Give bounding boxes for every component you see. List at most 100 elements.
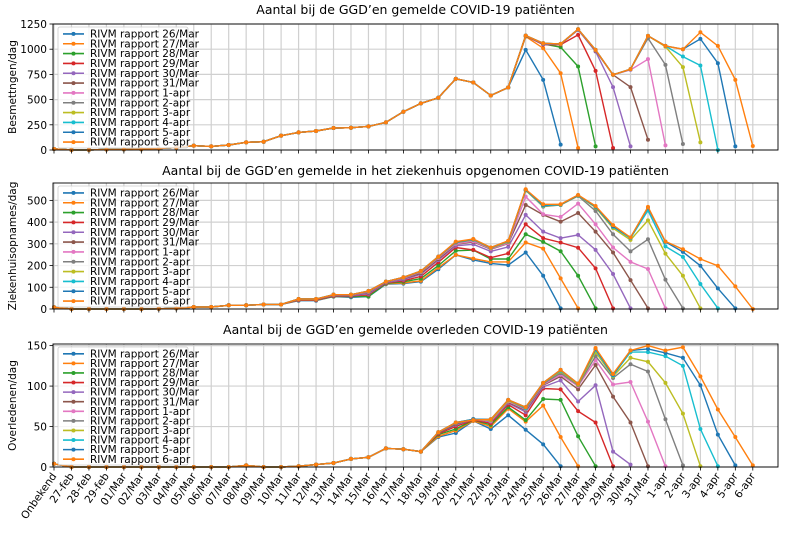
data-point xyxy=(645,204,650,209)
data-point xyxy=(331,126,336,131)
data-point xyxy=(628,355,633,360)
data-point xyxy=(558,397,563,402)
legend-marker xyxy=(71,240,76,245)
legend-label: RIVM rapport 30/Mar xyxy=(90,227,200,239)
legend-marker xyxy=(71,51,76,56)
data-point xyxy=(698,140,703,145)
data-point xyxy=(663,277,668,282)
data-point xyxy=(593,209,598,214)
legend-marker xyxy=(71,120,76,125)
data-point xyxy=(680,463,685,468)
data-point xyxy=(611,250,616,255)
data-point xyxy=(453,76,458,81)
data-point xyxy=(558,367,563,372)
data-point xyxy=(593,144,598,149)
data-point xyxy=(366,124,371,129)
data-point xyxy=(541,77,546,82)
chart-title: Aantal bij de GGD’en gemelde in het ziek… xyxy=(162,163,669,178)
data-point xyxy=(680,363,685,368)
data-point xyxy=(558,387,563,392)
data-point xyxy=(715,407,720,412)
data-point xyxy=(471,247,476,252)
data-point xyxy=(628,249,633,254)
data-point xyxy=(628,235,633,240)
y-tick-label: 1250 xyxy=(20,19,47,31)
data-point xyxy=(523,240,528,245)
data-point xyxy=(226,303,231,308)
data-point xyxy=(593,204,598,209)
data-point xyxy=(348,456,353,461)
data-point xyxy=(558,71,563,76)
data-point xyxy=(453,252,458,257)
y-tick-label: 250 xyxy=(27,120,47,132)
data-point xyxy=(506,251,511,256)
data-point xyxy=(663,239,668,244)
data-point xyxy=(523,413,528,418)
legend-item: RIVM rapport 5-apr xyxy=(63,127,191,139)
axes-frame xyxy=(52,343,779,468)
legend-marker xyxy=(71,61,76,66)
legend-item: RIVM rapport 5-apr xyxy=(63,286,191,298)
data-point xyxy=(209,305,214,310)
data-point xyxy=(523,33,528,38)
legend-box xyxy=(57,185,189,308)
data-point xyxy=(244,140,249,145)
y-tick-label: 300 xyxy=(27,239,47,251)
data-point xyxy=(611,449,616,454)
data-point xyxy=(576,409,581,414)
y-tick-label: 100 xyxy=(27,381,47,393)
data-point xyxy=(296,297,301,302)
data-point xyxy=(663,143,668,148)
data-point xyxy=(698,374,703,379)
data-point xyxy=(314,129,319,134)
data-point xyxy=(506,85,511,90)
data-point xyxy=(541,403,546,408)
data-point xyxy=(523,232,528,237)
legend-item: RIVM rapport 6-apr xyxy=(63,454,191,466)
data-point xyxy=(314,462,319,467)
data-point xyxy=(576,399,581,404)
legend-label: RIVM rapport 5-apr xyxy=(90,286,191,298)
data-point xyxy=(628,462,633,467)
data-point xyxy=(191,143,196,148)
legend-item: RIVM rapport 3-apr xyxy=(63,107,191,119)
data-point xyxy=(558,202,563,207)
legend-item: RIVM rapport 4-apr xyxy=(63,276,191,288)
data-point xyxy=(611,382,616,387)
legend-item: RIVM rapport 27/Mar xyxy=(63,38,200,50)
y-tick-label: 0 xyxy=(40,145,47,157)
data-point xyxy=(366,455,371,460)
y-tick-label: 400 xyxy=(27,217,47,229)
legend-item: RIVM rapport 31/Mar xyxy=(63,396,200,408)
data-point xyxy=(401,275,406,280)
data-point xyxy=(628,85,633,90)
y-axis-label: Ziekenhuisopnames/dag xyxy=(7,182,19,311)
data-point xyxy=(593,363,598,368)
legend-item: RIVM rapport 30/Mar xyxy=(63,68,200,80)
data-point xyxy=(628,67,633,72)
data-point xyxy=(348,292,353,297)
data-point xyxy=(541,239,546,244)
data-point xyxy=(645,419,650,424)
legend-marker xyxy=(71,380,76,385)
data-point xyxy=(593,266,598,271)
legend-marker xyxy=(71,409,76,414)
data-point xyxy=(488,259,493,264)
data-point xyxy=(733,144,738,149)
data-point xyxy=(576,192,581,197)
legend-label: RIVM rapport 3-apr xyxy=(90,266,191,278)
data-point xyxy=(331,292,336,297)
legend-item: RIVM rapport 1-apr xyxy=(63,88,191,100)
legend-label: RIVM rapport 27/Mar xyxy=(90,38,200,50)
legend-label: RIVM rapport 3-apr xyxy=(90,107,191,119)
data-point xyxy=(541,46,546,51)
subplot-2: Aantal bij de GGD’en gemelde in het ziek… xyxy=(7,163,779,316)
data-point xyxy=(418,449,423,454)
data-point xyxy=(261,302,266,307)
data-point xyxy=(611,245,616,250)
legend-label: RIVM rapport 26/Mar xyxy=(90,29,200,41)
data-point xyxy=(541,397,546,402)
legend-item: RIVM rapport 29/Mar xyxy=(63,58,200,70)
legend-item: RIVM rapport 6-apr xyxy=(63,296,191,308)
y-tick-label: 0 xyxy=(40,462,47,474)
